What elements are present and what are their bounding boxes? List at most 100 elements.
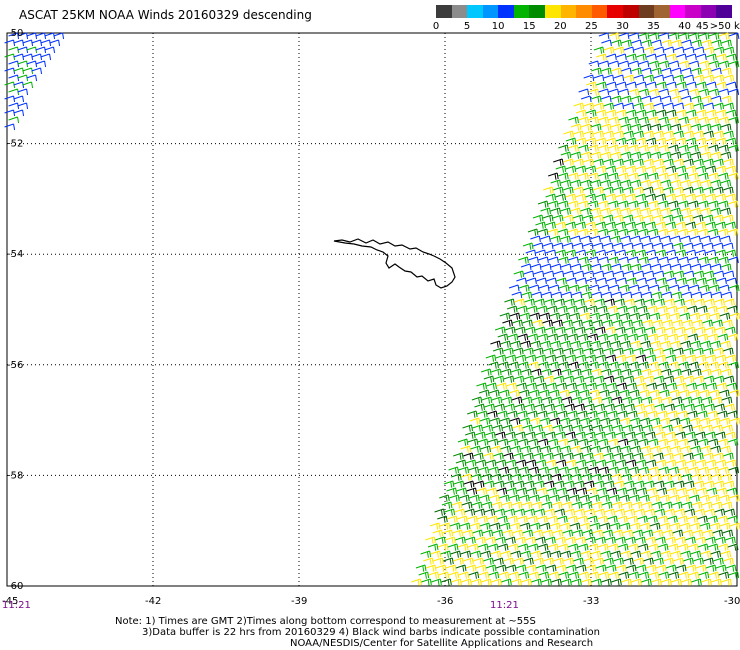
wind-barb-feather [607, 88, 610, 96]
wind-barb-feather [732, 355, 735, 362]
wind-barb [635, 165, 647, 173]
wind-barb-shaft [570, 263, 581, 268]
wind-barb-feather [589, 348, 592, 355]
wind-barb-shaft [670, 123, 681, 128]
wind-barb-shaft [601, 396, 611, 401]
wind-barb-shaft [666, 277, 676, 282]
wind-barb-feather [502, 375, 505, 383]
legend-tick-label: 15 [522, 21, 536, 32]
wind-barb-shaft [600, 151, 610, 156]
wind-barb-feather [485, 410, 488, 418]
wind-barb-shaft [548, 172, 558, 177]
wind-barb-shaft [616, 277, 626, 282]
wind-barb-feather [542, 355, 545, 362]
wind-barb-feather [649, 215, 652, 222]
wind-barb-shaft [693, 452, 703, 457]
wind-barb [645, 109, 657, 117]
wind-barb-feather [624, 173, 627, 180]
wind-barb-shaft [668, 144, 678, 149]
wind-barb-shaft [476, 382, 486, 387]
legend-tick-label: 25 [585, 21, 598, 32]
wind-barb-feather [694, 362, 697, 369]
wind-barb-feather [500, 376, 503, 383]
wind-barb-feather [629, 445, 632, 453]
wind-barb-feather [638, 417, 641, 425]
wind-barb-feather [564, 459, 567, 467]
wind-barb-feather [656, 228, 659, 236]
wind-barb-feather [637, 88, 640, 96]
wind-barb [718, 60, 730, 68]
wind-barb-feather [605, 410, 608, 418]
wind-barb-shaft [670, 95, 681, 100]
wind-barb-feather [723, 221, 726, 229]
wind-barb-shaft [714, 298, 724, 303]
wind-barb [595, 193, 607, 201]
wind-barb-feather [571, 214, 574, 222]
wind-barb [681, 67, 692, 75]
wind-barb-shaft [608, 284, 619, 289]
wind-barb-shaft [700, 207, 710, 212]
legend-swatch [622, 5, 640, 18]
wind-barb-feather [686, 256, 689, 264]
wind-barb-feather [612, 383, 615, 390]
wind-barb [540, 263, 552, 271]
wind-barb-feather [582, 298, 585, 306]
wind-barb [630, 445, 642, 453]
wind-barb-shaft [588, 284, 599, 289]
wind-barb-feather [639, 39, 642, 47]
wind-barb-feather [658, 235, 661, 243]
wind-barb [711, 39, 722, 47]
wind-barb-shaft [642, 242, 653, 247]
wind-barb-shaft [721, 39, 731, 44]
wind-barb-shaft [698, 144, 708, 149]
wind-barb-feather [576, 313, 579, 320]
wind-barb [555, 221, 566, 229]
wind-barb [565, 221, 576, 229]
wind-barb-feather [715, 61, 718, 68]
wind-barb-feather [626, 180, 629, 187]
wind-barb-shaft [549, 417, 559, 422]
wind-barb [519, 417, 531, 425]
wind-barb-feather [594, 117, 597, 124]
wind-barb-feather [620, 319, 623, 327]
wind-barb-feather [578, 417, 581, 425]
wind-barb-shaft [534, 298, 544, 303]
wind-barb-feather [602, 102, 605, 110]
wind-barb-feather [669, 179, 672, 187]
wind-barb-shaft [643, 130, 653, 135]
wind-barb-feather [731, 347, 734, 355]
wind-barb-feather [512, 375, 515, 383]
wind-barb-shaft [713, 375, 723, 380]
wind-barb [727, 228, 739, 236]
wind-barb-shaft [620, 179, 630, 184]
wind-barb-feather [645, 410, 648, 418]
wind-barb [548, 389, 560, 397]
wind-barb-shaft [563, 158, 573, 163]
wind-barb-shaft [664, 403, 674, 408]
wind-barb-shaft [577, 438, 588, 443]
wind-barb-shaft [607, 228, 618, 233]
wind-barb-shaft [660, 445, 670, 450]
wind-barb-feather [592, 298, 595, 306]
wind-barb-shaft [613, 375, 623, 380]
wind-barb [580, 263, 592, 271]
wind-barb-feather [650, 75, 652, 82]
wind-barb-feather [633, 403, 635, 411]
wind-barb [608, 256, 619, 264]
wind-barb-feather [697, 284, 700, 292]
wind-barb [677, 438, 689, 446]
wind-barb-feather [554, 459, 557, 467]
wind-barb [584, 403, 595, 411]
wind-barb-feather [696, 144, 699, 152]
wind-barb-feather [625, 305, 628, 313]
wind-barb-shaft [720, 368, 731, 373]
wind-barb [652, 424, 664, 432]
wind-barb-shaft [721, 291, 731, 296]
wind-barb-feather [656, 438, 659, 446]
wind-barb [576, 305, 588, 313]
wind-barb-shaft [520, 263, 531, 268]
wind-barb-shaft [701, 67, 711, 72]
wind-barb-shaft [610, 368, 621, 373]
wind-barb [672, 214, 684, 222]
wind-barb-shaft [722, 186, 733, 191]
